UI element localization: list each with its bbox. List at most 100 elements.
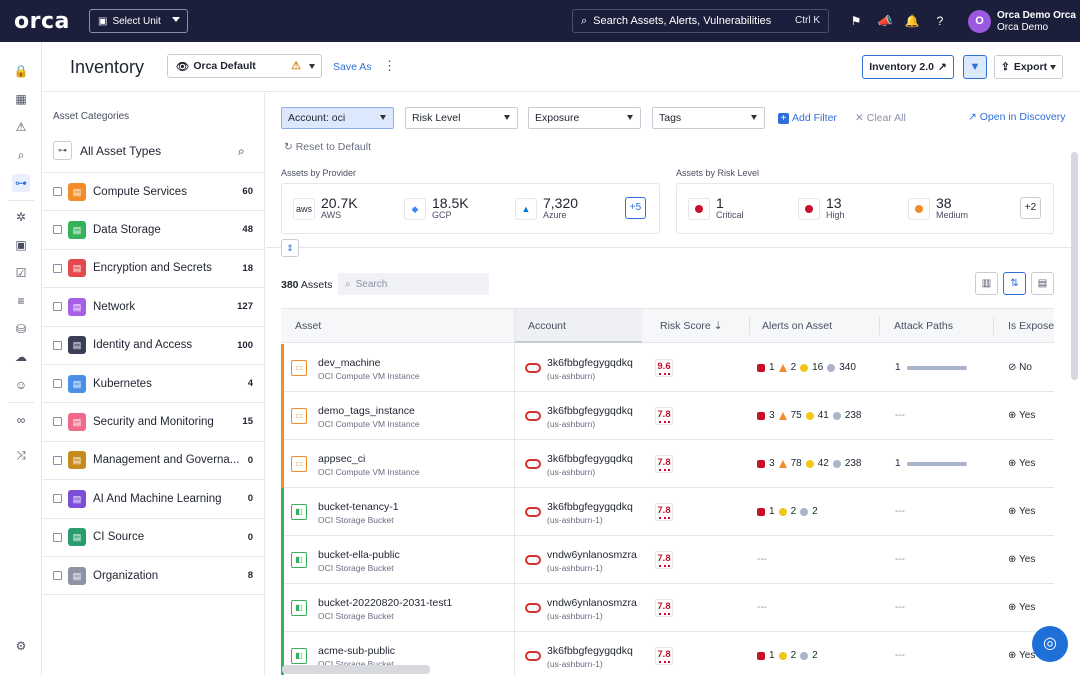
col-alerts[interactable]: Alerts on Asset (762, 320, 833, 332)
category-row[interactable]: ▤ CI Source 0 (43, 517, 265, 556)
account-name[interactable]: vndw6ynlanosmzra (547, 549, 637, 561)
bell-icon[interactable]: 🔔 (904, 14, 920, 28)
attack-paths[interactable]: 1 (895, 362, 967, 373)
table-row[interactable]: ▭ dev_machine OCI Compute VM Instance 3k6fb… (281, 344, 1054, 392)
attack-paths[interactable]: --- (895, 506, 905, 517)
category-row[interactable]: ▤ Encryption and Secrets 18 (43, 248, 265, 287)
account-name[interactable]: 3k6fbbgfegygqdkq (547, 405, 633, 417)
category-row[interactable]: ▤ AI And Machine Learning 0 (43, 479, 265, 517)
search-nav-icon[interactable]: ⌕ (17, 148, 25, 162)
risk-score-badge[interactable]: 7.8 (655, 407, 673, 425)
table-row[interactable]: ◧ bucket-ella-public OCI Storage Bucket vnd… (281, 536, 1054, 584)
view-select[interactable]: 👁 Orca Default ⚠ (167, 54, 322, 78)
asset-name[interactable]: bucket-20220820-2031-test1 (318, 597, 453, 609)
flag-icon[interactable]: ⚑ (850, 14, 862, 28)
asset-name[interactable]: bucket-ella-public (318, 549, 400, 561)
tags-filter[interactable]: Tags (652, 107, 765, 129)
category-row[interactable]: ▤ Security and Monitoring 15 (43, 402, 265, 440)
category-checkbox[interactable] (53, 302, 62, 312)
user-name[interactable]: Orca Demo Orca (997, 10, 1076, 21)
announcement-icon[interactable]: 📣 (877, 14, 893, 28)
category-row[interactable]: ▤ Compute Services 60 (43, 172, 265, 210)
risk-score-badge[interactable]: 7.8 (655, 455, 673, 473)
category-checkbox[interactable] (53, 455, 62, 465)
provider-stat[interactable]: ▲ 7,320 Azure (515, 196, 578, 221)
asset-name[interactable]: appsec_ci (318, 453, 366, 465)
global-search[interactable]: ⌕ Search Assets, Alerts, Vulnerabilities… (572, 9, 829, 33)
category-checkbox[interactable] (53, 494, 62, 504)
gear-icon[interactable]: ⚙ (15, 639, 27, 653)
asset-name[interactable]: acme-sub-public (318, 645, 396, 657)
risk-score-badge[interactable]: 7.8 (655, 551, 673, 569)
table-row[interactable]: ◧ bucket-tenancy-1 OCI Storage Bucket 3k6fb… (281, 488, 1054, 536)
infinity-icon[interactable]: ∞ (16, 413, 26, 427)
asset-name[interactable]: demo_tags_instance (318, 405, 415, 417)
alerts-on-asset[interactable]: --- (757, 602, 767, 613)
table-row[interactable]: ◧ acme-sub-public OCI Storage Bucket 3k6fbb… (281, 632, 1054, 675)
risk-score-badge[interactable]: 7.8 (655, 503, 673, 521)
table-row[interactable]: ◧ bucket-20220820-2031-test1 OCI Storage B… (281, 584, 1054, 632)
col-asset[interactable]: Asset (295, 320, 322, 332)
compliance-icon[interactable]: ☑ (15, 266, 27, 280)
account-name[interactable]: 3k6fbbgfegygqdkq (547, 453, 633, 465)
table-search-input[interactable]: ⌕ Search (338, 273, 489, 295)
integration-icon[interactable]: ⤨ (16, 448, 26, 462)
risk-score-badge[interactable]: 7.8 (655, 599, 673, 617)
dashboard-icon[interactable]: ▦ (15, 92, 27, 106)
attack-paths[interactable]: --- (895, 410, 905, 421)
columns-button[interactable]: ▥ (975, 272, 998, 295)
alerts-on-asset[interactable]: 3 78 42 238 (757, 458, 862, 469)
risk-score-badge[interactable]: 7.8 (655, 647, 673, 665)
col-attack-paths[interactable]: Attack Paths (894, 320, 953, 332)
clear-all-button[interactable]: ✕ Clear All (855, 112, 906, 124)
add-filter-button[interactable]: + Add Filter (778, 112, 837, 124)
alerts-on-asset[interactable]: 3 75 41 238 (757, 410, 862, 421)
provider-stat[interactable]: ◆ 18.5K GCP (404, 196, 469, 221)
category-row[interactable]: ▤ Management and Governa... 0 (43, 440, 265, 479)
reset-to-default-button[interactable]: ↻ Reset to Default (284, 141, 372, 153)
database-icon[interactable]: ⛁ (15, 322, 27, 336)
account-filter[interactable]: Account: oci (281, 107, 394, 129)
category-row[interactable]: ▤ Organization 8 (43, 556, 265, 594)
category-row[interactable]: ▤ Kubernetes 4 (43, 364, 265, 402)
export-button[interactable]: ⇪ Export (994, 55, 1063, 79)
table-row[interactable]: ▭ demo_tags_instance OCI Compute VM Instan… (281, 392, 1054, 440)
save-as-button[interactable]: Save As (333, 61, 372, 73)
cloud-icon[interactable]: ☁ (15, 350, 27, 364)
vulnerability-icon[interactable]: ✲ (15, 210, 27, 224)
attack-paths[interactable]: --- (895, 554, 905, 565)
risk-stat[interactable]: 1 Critical (688, 196, 744, 221)
asset-name[interactable]: dev_machine (318, 357, 381, 369)
attack-paths[interactable]: 1 (895, 458, 967, 469)
category-checkbox[interactable] (53, 379, 62, 388)
col-account[interactable]: Account (528, 320, 566, 332)
exposure-filter[interactable]: Exposure (528, 107, 641, 129)
account-name[interactable]: 3k6fbbgfegygqdkq (547, 357, 633, 369)
policy-icon[interactable]: ≡ (17, 294, 25, 308)
provider-stat[interactable]: aws 20.7K AWS (293, 196, 358, 221)
category-row[interactable]: ▤ Network 127 (43, 287, 265, 325)
filter-toggle-button[interactable]: ▼ (963, 55, 987, 79)
help-icon[interactable]: ? (936, 14, 944, 28)
account-name[interactable]: 3k6fbbgfegygqdkq (547, 645, 633, 657)
horizontal-scrollbar[interactable] (282, 665, 430, 674)
more-options-icon[interactable]: ⋮ (383, 58, 396, 73)
alert-icon[interactable]: ⚠ (15, 120, 27, 134)
table-row[interactable]: ▭ appsec_ci OCI Compute VM Instance 3k6fbbg… (281, 440, 1054, 488)
category-checkbox[interactable] (53, 340, 62, 350)
providers-more-button[interactable]: +5 (625, 197, 646, 219)
risk-stat[interactable]: 38 Medium (908, 196, 968, 221)
lock-icon[interactable]: 🔒 (13, 64, 29, 78)
col-risk-score[interactable]: Risk Score ⇣ (660, 320, 723, 332)
category-checkbox[interactable] (53, 417, 62, 427)
unit-select[interactable]: ▣ Select Unit (89, 9, 188, 33)
category-checkbox[interactable] (53, 571, 62, 580)
inventory-2-button[interactable]: Inventory 2.0 ↗ (862, 55, 954, 79)
category-row[interactable]: ▤ Data Storage 48 (43, 210, 265, 248)
category-search-icon[interactable]: ⌕ (238, 144, 245, 158)
col-is-exposed[interactable]: Is Exposed (1008, 320, 1054, 332)
alerts-on-asset[interactable]: --- (757, 554, 767, 565)
alerts-on-asset[interactable]: 1 2 2 (757, 650, 818, 661)
alerts-on-asset[interactable]: 1 2 2 (757, 506, 818, 517)
category-row[interactable]: ▤ Identity and Access 100 (43, 325, 265, 364)
